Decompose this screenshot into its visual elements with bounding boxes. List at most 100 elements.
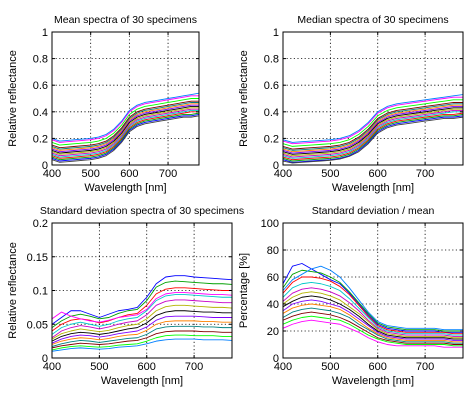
plot-area-frame bbox=[51, 31, 200, 166]
series-line-8 bbox=[283, 299, 463, 341]
series-line-15 bbox=[52, 115, 199, 163]
series-line-9 bbox=[283, 104, 463, 153]
chart-title: Median spectra of 30 specimens bbox=[297, 14, 448, 26]
plot-area-frame bbox=[282, 222, 464, 359]
series-line-7 bbox=[283, 295, 463, 340]
series-line-4 bbox=[52, 294, 232, 335]
chart-title: Standard deviation / mean bbox=[312, 205, 435, 217]
series-group bbox=[52, 275, 232, 352]
y-axis-label: Percentage [%] bbox=[238, 253, 250, 328]
x-tick-label: 700 bbox=[416, 361, 434, 373]
series-line-4 bbox=[283, 111, 463, 159]
series-line-1 bbox=[283, 115, 463, 163]
y-tick-label: 0 bbox=[273, 353, 279, 365]
x-tick-label: 600 bbox=[369, 168, 387, 180]
series-line-10 bbox=[52, 102, 199, 150]
series-line-5 bbox=[52, 108, 199, 157]
y-tick-label: 80 bbox=[267, 245, 279, 257]
y-tick-label: 0.8 bbox=[264, 54, 279, 66]
series-line-6 bbox=[52, 107, 199, 155]
series-line-11 bbox=[52, 330, 232, 349]
y-tick-label: 0.1 bbox=[33, 286, 48, 298]
chart-title: Mean spectra of 30 specimens bbox=[54, 14, 197, 26]
x-tick-label: 500 bbox=[321, 168, 339, 180]
series-line-14 bbox=[283, 94, 463, 143]
y-tick-label: 0.15 bbox=[27, 252, 48, 264]
series-line-9 bbox=[283, 303, 463, 343]
y-tick-label: 20 bbox=[267, 326, 279, 338]
series-line-10 bbox=[283, 307, 463, 344]
series-group bbox=[283, 94, 463, 164]
series-line-5 bbox=[283, 287, 463, 337]
x-tick-label: 600 bbox=[120, 168, 138, 180]
y-tick-label: 0 bbox=[273, 160, 279, 172]
plot-area-frame bbox=[282, 31, 464, 166]
series-line-3 bbox=[52, 111, 199, 159]
y-tick-label: 100 bbox=[261, 218, 279, 230]
series-line-9 bbox=[52, 320, 232, 345]
y-axis-label: Relative reflectance bbox=[7, 50, 19, 147]
series-line-5 bbox=[52, 299, 232, 339]
x-tick-label: 500 bbox=[90, 361, 108, 373]
series-line-6 bbox=[283, 108, 463, 157]
series-line-13 bbox=[283, 319, 463, 348]
series-line-2 bbox=[52, 112, 199, 161]
series-line-12 bbox=[283, 99, 463, 147]
series-line-2 bbox=[283, 114, 463, 162]
x-tick-label: 400 bbox=[274, 361, 292, 373]
y-tick-label: 0.2 bbox=[33, 218, 48, 230]
series-line-1 bbox=[52, 114, 199, 162]
x-tick-label: 700 bbox=[159, 168, 177, 180]
series-line-3 bbox=[283, 276, 463, 335]
series-line-1 bbox=[283, 263, 463, 333]
series-line-7 bbox=[52, 310, 232, 342]
y-axis-label: Relative reflectance bbox=[238, 50, 250, 147]
series-line-6 bbox=[52, 304, 232, 340]
series-line-8 bbox=[52, 315, 232, 344]
y-axis-label: Relative reflectance bbox=[7, 242, 19, 339]
series-line-10 bbox=[283, 103, 463, 151]
x-axis-label: Wavelength [nm] bbox=[332, 182, 414, 194]
series-line-6 bbox=[283, 291, 463, 339]
series-line-9 bbox=[52, 103, 199, 151]
series-line-12 bbox=[52, 334, 232, 351]
x-tick-label: 600 bbox=[138, 361, 156, 373]
y-tick-label: 0.05 bbox=[27, 319, 48, 331]
series-line-12 bbox=[283, 315, 463, 347]
y-tick-label: 0.4 bbox=[33, 107, 48, 119]
series-line-15 bbox=[283, 116, 463, 164]
series-line-11 bbox=[52, 100, 199, 149]
series-line-4 bbox=[52, 110, 199, 158]
x-tick-label: 700 bbox=[416, 168, 434, 180]
series-line-11 bbox=[283, 102, 463, 150]
series-line-13 bbox=[52, 95, 199, 143]
series-line-4 bbox=[283, 281, 463, 336]
series-line-14 bbox=[52, 338, 232, 352]
series-line-11 bbox=[283, 311, 463, 345]
series-group bbox=[283, 263, 463, 348]
series-line-1 bbox=[52, 275, 232, 325]
series-line-2 bbox=[283, 269, 463, 332]
series-line-10 bbox=[52, 325, 232, 347]
x-tick-label: 500 bbox=[321, 361, 339, 373]
x-tick-label: 500 bbox=[82, 168, 100, 180]
y-tick-label: 1 bbox=[42, 27, 48, 39]
y-tick-label: 0.6 bbox=[264, 80, 279, 92]
series-line-7 bbox=[52, 106, 199, 154]
y-tick-label: 0.2 bbox=[264, 133, 279, 145]
y-tick-label: 0 bbox=[42, 160, 48, 172]
x-axis-label: Wavelength [nm] bbox=[101, 375, 183, 387]
chart-panel-4: 400 500 600 700 0 20 40 60 80 100 Standard deviati… bbox=[238, 205, 464, 387]
x-tick-label: 600 bbox=[369, 361, 387, 373]
series-line-7 bbox=[283, 107, 463, 155]
series-line-14 bbox=[52, 92, 199, 142]
series-line-2 bbox=[52, 280, 232, 328]
chart-title: Standard deviation spectra of 30 specime… bbox=[40, 205, 244, 217]
series-line-8 bbox=[52, 104, 199, 153]
x-axis-label: Wavelength [nm] bbox=[332, 375, 414, 387]
series-line-12 bbox=[52, 98, 199, 146]
series-line-3 bbox=[283, 112, 463, 161]
